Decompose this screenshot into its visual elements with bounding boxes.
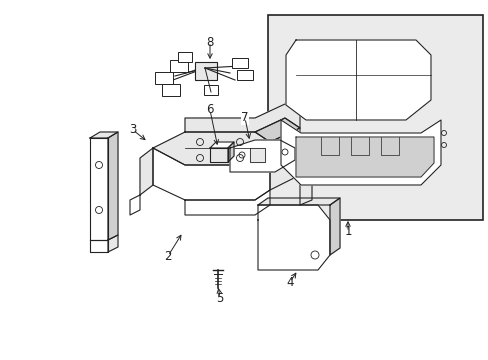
Bar: [203, 85, 218, 95]
Polygon shape: [130, 195, 140, 215]
Polygon shape: [258, 198, 339, 205]
Bar: [267, 15, 482, 220]
Polygon shape: [153, 132, 269, 165]
Polygon shape: [329, 198, 339, 255]
Polygon shape: [281, 120, 440, 185]
Polygon shape: [108, 132, 118, 240]
Bar: [155, 72, 173, 84]
Polygon shape: [140, 148, 153, 195]
Polygon shape: [108, 235, 118, 252]
Text: 7: 7: [241, 112, 248, 125]
Bar: [162, 84, 180, 96]
Text: 2: 2: [164, 249, 171, 262]
Polygon shape: [299, 168, 311, 205]
Text: 8: 8: [206, 36, 213, 49]
Polygon shape: [209, 142, 234, 148]
Polygon shape: [90, 240, 108, 252]
Bar: [170, 60, 187, 72]
Polygon shape: [285, 40, 430, 120]
Polygon shape: [184, 190, 269, 215]
Polygon shape: [249, 148, 264, 162]
Bar: [237, 70, 252, 80]
Polygon shape: [90, 132, 118, 138]
Polygon shape: [269, 128, 299, 190]
Polygon shape: [229, 140, 294, 172]
Text: 6: 6: [206, 104, 213, 117]
Polygon shape: [295, 137, 433, 177]
Text: 5: 5: [216, 292, 223, 305]
Text: 4: 4: [285, 275, 293, 288]
Polygon shape: [90, 138, 108, 240]
Text: 3: 3: [129, 123, 137, 136]
Polygon shape: [209, 148, 227, 162]
Polygon shape: [184, 104, 299, 132]
Bar: [231, 58, 247, 68]
Text: 1: 1: [344, 225, 351, 238]
Polygon shape: [254, 118, 299, 142]
Polygon shape: [227, 142, 234, 162]
Bar: [195, 62, 217, 80]
Bar: [178, 52, 192, 62]
Polygon shape: [258, 205, 329, 270]
Polygon shape: [153, 148, 269, 200]
